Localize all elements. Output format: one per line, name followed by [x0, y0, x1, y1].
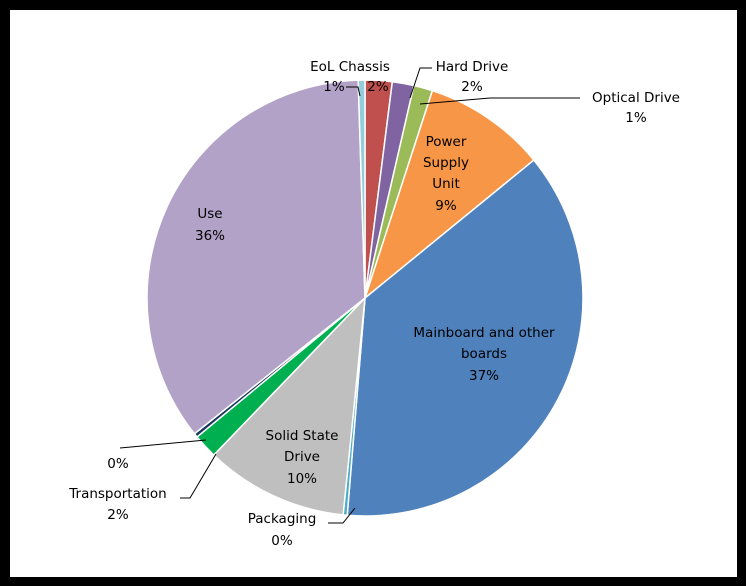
pie-slices [146, 79, 584, 517]
label-ssd-2: Drive [284, 449, 320, 465]
leader-hard-drive [409, 67, 432, 99]
leader-optical-drive [419, 97, 580, 105]
pct-transportation: 2% [107, 507, 129, 523]
label-ssd-1: Solid State [266, 428, 339, 444]
label-psu-2: Supply [423, 155, 469, 171]
pct-optical-drive: 1% [625, 110, 647, 126]
slice-labels: EoL Chassis 2% 1% Hard Drive 2% Optical Drive… [68, 59, 680, 549]
pct-psu: 9% [435, 198, 457, 214]
leader-transportation [180, 453, 217, 499]
label-mainboard-2: boards [461, 346, 507, 362]
pct-eol-chassis: 2% [367, 79, 389, 95]
chart-frame: EoL Chassis 2% 1% Hard Drive 2% Optical Drive… [10, 10, 737, 577]
slice-use [146, 79, 366, 435]
pie-chart: EoL Chassis 2% 1% Hard Drive 2% Optical Drive… [68, 59, 680, 549]
pct-hard-drive: 2% [461, 79, 483, 95]
label-psu-1: Power [426, 134, 467, 150]
pct-unlabeled-left: 0% [107, 456, 129, 472]
pct-use: 36% [195, 228, 225, 244]
label-use: Use [197, 206, 222, 222]
label-optical-drive: Optical Drive [592, 90, 680, 106]
pct-ssd: 10% [287, 471, 317, 487]
label-packaging: Packaging [248, 511, 317, 527]
pct-small-slice: 1% [323, 79, 345, 95]
slice-unlabeled-10 [357, 79, 366, 299]
leader-packaging [328, 507, 356, 524]
pct-mainboard: 37% [469, 368, 499, 384]
label-psu-3: Unit [432, 176, 459, 192]
label-transportation: Transportation [68, 486, 166, 502]
slice-mainboard-and-other-boards [346, 159, 584, 517]
pct-packaging: 0% [271, 533, 293, 549]
leader-lines [119, 67, 580, 524]
label-mainboard-1: Mainboard and other [413, 325, 555, 341]
leader-unlabeled-left [119, 439, 207, 449]
slice-power-supply-unit [363, 89, 535, 301]
label-eol-chassis: EoL Chassis [310, 59, 390, 75]
slice-solid-state-drive [212, 295, 366, 516]
leader-small-slice [346, 86, 361, 97]
label-hard-drive: Hard Drive [436, 59, 509, 75]
